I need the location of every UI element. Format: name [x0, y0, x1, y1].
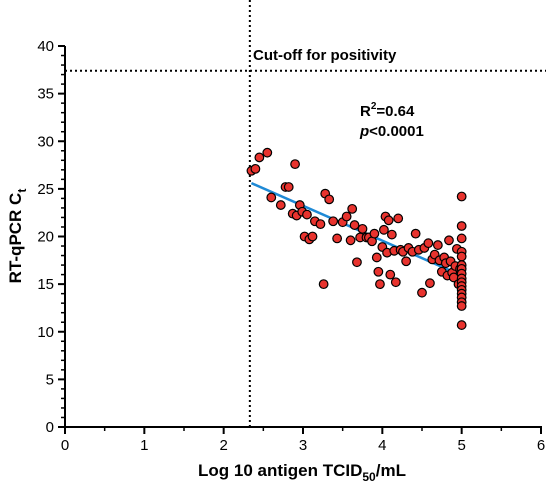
- y-tick-label: 20: [37, 229, 54, 246]
- data-point: [375, 279, 385, 290]
- data-point: [266, 192, 277, 203]
- y-tick-label: 0: [46, 419, 54, 436]
- x-tick-label: 4: [378, 437, 386, 454]
- data-point: [318, 279, 329, 290]
- y-tick-label: 5: [46, 371, 54, 388]
- x-axis-title: Log 10 antigen TCID50/mL: [198, 461, 406, 484]
- data-point: [345, 235, 356, 246]
- data-point: [410, 228, 421, 239]
- data-point: [386, 229, 397, 240]
- data-point: [262, 147, 273, 158]
- data-point: [290, 159, 300, 170]
- data-point: [456, 233, 467, 244]
- data-point: [307, 231, 318, 242]
- data-point: [332, 233, 343, 244]
- data-point: [456, 221, 467, 231]
- y-tick-label: 15: [37, 276, 54, 293]
- reference-lines: [65, 0, 546, 427]
- data-point: [456, 191, 467, 202]
- x-axis-ticks: 0 1 2 3 4 5 6: [61, 427, 545, 454]
- data-point: [324, 194, 335, 205]
- data-point: [385, 269, 396, 280]
- data-point: [315, 219, 326, 230]
- data-point: [371, 252, 382, 263]
- data-point: [341, 211, 352, 222]
- p-value-label: p<0.0001: [359, 123, 424, 140]
- data-point: [456, 301, 467, 311]
- y-tick-label: 30: [37, 133, 54, 150]
- data-point: [417, 287, 427, 298]
- data-point: [401, 256, 412, 267]
- data-point: [283, 182, 294, 192]
- data-point: [456, 251, 467, 262]
- y-tick-label: 40: [37, 38, 54, 55]
- y-tick-label: 35: [37, 86, 54, 103]
- data-point: [275, 200, 286, 210]
- data-point: [393, 213, 404, 224]
- data-point: [383, 215, 394, 226]
- data-point: [444, 235, 454, 246]
- r-squared-label: R2=0.64: [360, 101, 415, 120]
- data-point: [390, 277, 401, 288]
- data-point: [250, 163, 261, 174]
- data-point: [302, 209, 312, 220]
- x-tick-label: 6: [537, 437, 545, 454]
- data-point: [432, 240, 443, 250]
- data-point: [328, 216, 339, 227]
- data-point: [349, 220, 360, 230]
- data-point: [254, 152, 265, 163]
- data-point: [373, 266, 384, 277]
- y-tick-label: 25: [37, 181, 54, 198]
- data-point: [347, 203, 358, 214]
- data-points: [246, 147, 467, 330]
- x-tick-label: 2: [219, 437, 227, 454]
- cutoff-label: Cut-off for positivity: [253, 47, 397, 64]
- data-point: [357, 223, 368, 234]
- data-point: [379, 224, 389, 235]
- data-point: [423, 238, 434, 249]
- y-axis-title: RT-qPCR Ct: [6, 189, 29, 284]
- x-tick-label: 1: [140, 437, 148, 454]
- data-point: [352, 257, 362, 268]
- y-tick-label: 10: [37, 324, 54, 341]
- x-tick-label: 0: [61, 437, 69, 454]
- x-tick-label: 5: [457, 437, 465, 454]
- x-tick-label: 3: [299, 437, 307, 454]
- y-axis-ticks: 0 5 10 15 20 25 30 35 40: [37, 38, 65, 436]
- data-point: [369, 228, 380, 239]
- data-point: [425, 278, 435, 289]
- data-point: [456, 320, 467, 330]
